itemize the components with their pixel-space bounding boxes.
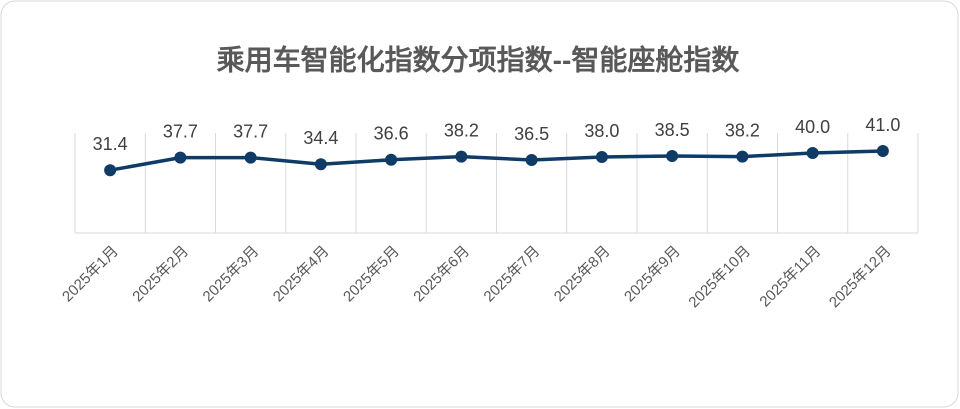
data-point [876, 145, 889, 157]
data-point [525, 154, 538, 166]
data-label: 34.4 [303, 128, 338, 148]
data-point [666, 150, 679, 162]
data-label: 38.2 [444, 120, 479, 140]
data-label: 38.5 [655, 120, 690, 140]
data-label: 36.6 [374, 124, 409, 144]
data-label: 41.0 [865, 115, 900, 135]
data-label: 36.5 [514, 124, 549, 144]
data-point [174, 151, 187, 164]
data-label: 38.0 [584, 121, 619, 141]
data-point [385, 153, 398, 166]
data-point [455, 150, 468, 163]
data-label: 38.2 [725, 120, 760, 140]
data-label: 37.7 [233, 121, 268, 141]
data-point [314, 158, 327, 171]
data-label: 40.0 [795, 117, 830, 137]
data-point [736, 150, 749, 163]
data-point [806, 147, 819, 159]
data-point [244, 151, 257, 164]
data-point [595, 151, 608, 163]
series-line [109, 149, 883, 172]
data-label: 37.7 [163, 121, 198, 141]
data-label: 31.4 [93, 134, 128, 154]
chart-title: 乘用车智能化指数分项指数--智能座舱指数 [217, 43, 741, 75]
data-point [104, 164, 117, 177]
